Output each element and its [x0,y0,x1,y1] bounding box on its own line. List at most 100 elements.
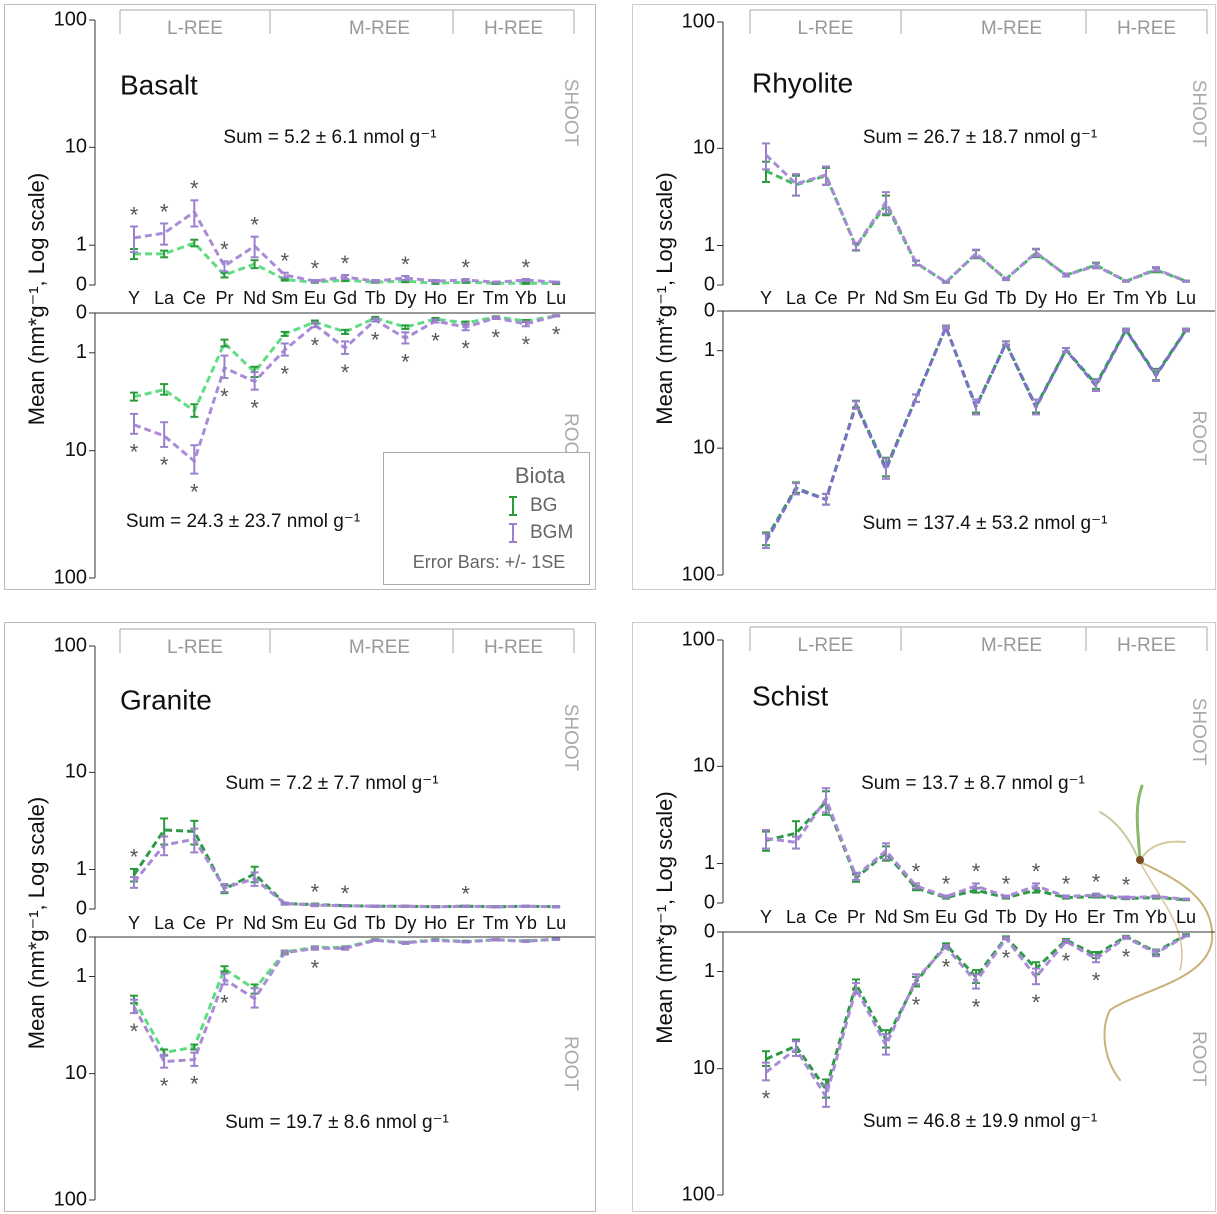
series-line [133,314,557,414]
error-bar [160,249,169,259]
panel-frame [4,622,596,1212]
sum-annotation: Sum = 13.7 ± 8.7 nmol g⁻¹ [861,773,1085,794]
root-label: ROOT [1188,1031,1209,1086]
group-label: L-REE [798,635,854,656]
error-bar [190,238,199,248]
series-line [764,322,1188,540]
y-axis-label: Mean (nm*g⁻¹, Log scale) [652,172,677,425]
legend-label: BGM [530,522,573,543]
error-bar [972,248,980,259]
error-bar [792,1040,800,1057]
sum-annotation: Sum = 26.7 ± 18.7 nmol g⁻¹ [863,127,1097,148]
error-bar [762,532,770,550]
x-tick-label: Yb [515,913,537,933]
significance-marker: * [942,954,951,979]
error-bar [160,1053,169,1069]
x-tick-label: Eu [304,288,326,308]
x-tick-label: Sm [271,288,298,308]
error-bar [220,338,229,348]
x-tick-label: La [154,288,175,308]
group-label: H-REE [1117,635,1176,656]
y-tick-label: 0 [76,925,87,947]
x-tick-label: Nd [243,913,266,933]
error-bar [341,904,350,908]
significance-marker: * [250,212,259,237]
group-label: H-REE [484,637,543,658]
error-bar [1032,398,1040,416]
error-bar [220,354,229,379]
error-bar [310,945,319,951]
y-tick-label: 100 [54,1188,87,1210]
x-tick-label: Tm [1113,907,1139,927]
series-line [132,937,557,1055]
error-bar [250,871,259,887]
y-tick-label: 10 [693,1057,715,1079]
x-tick-label: Ce [814,907,837,927]
error-bar [280,901,289,906]
error-bar [552,937,561,941]
error-bar [552,314,561,318]
error-bar [942,280,950,284]
error-bar [310,279,319,284]
error-bar [280,342,289,357]
error-bar [972,882,980,890]
error-bar [310,903,319,908]
significance-marker: * [1002,945,1011,970]
x-tick-label: Ho [424,913,447,933]
error-bar [190,199,199,228]
sum-annotation: Sum = 7.2 ± 7.7 nmol g⁻¹ [225,773,438,794]
x-tick-label: Y [128,913,140,933]
error-bar [371,279,380,284]
y-tick-label: 100 [682,10,715,32]
error-bar [431,318,440,324]
y-tick-label: 1 [76,965,87,987]
x-tick-label: Lu [1176,907,1196,927]
x-tick-label: Nd [243,288,266,308]
y-tick-label: 0 [704,299,715,321]
error-bar [220,271,229,279]
y-tick-label: 10 [65,761,87,783]
significance-marker: * [461,255,470,280]
y-tick-label: 0 [704,920,715,942]
error-bar [401,274,410,282]
y-tick-label: 10 [693,755,715,777]
y-tick-label: 10 [65,1062,87,1084]
y-tick-label: 10 [693,137,715,159]
plant-illustration [1099,784,1214,1081]
x-tick-label: Nd [874,907,897,927]
error-bar [852,871,860,881]
x-tick-label: Ho [424,288,447,308]
significance-marker: * [461,336,470,361]
error-bar [1032,882,1040,890]
error-bar [521,939,530,943]
error-bar [401,324,410,330]
error-bar [762,142,770,171]
legend-box [383,452,590,585]
y-axis-label: Mean (nm*g⁻¹, Log scale) [24,173,49,426]
error-bar [1092,379,1100,393]
y-tick-label: 0 [76,301,87,323]
error-bar [250,235,259,259]
x-tick-label: La [154,913,175,933]
significance-marker: * [311,879,320,904]
significance-marker: * [972,994,981,1019]
error-bar [942,894,950,899]
error-bar [190,444,199,475]
error-bar [1092,892,1100,898]
significance-marker: * [762,1086,771,1111]
error-bar [160,383,169,396]
x-tick-label: Ho [1054,288,1077,308]
significance-marker: * [972,859,981,884]
error-bar [1122,895,1130,900]
series-line [764,153,1187,285]
error-bar [1032,247,1040,258]
error-bar [250,371,259,391]
error-bar [371,938,380,942]
group-label: H-REE [484,18,543,39]
x-tick-label: Yb [515,288,537,308]
error-bar [310,321,319,329]
significance-marker: * [1122,944,1131,969]
error-bar [521,904,530,908]
y-axis-label: Mean (nm*g⁻¹, Log scale) [24,797,49,1050]
x-tick-label: Nd [874,288,897,308]
